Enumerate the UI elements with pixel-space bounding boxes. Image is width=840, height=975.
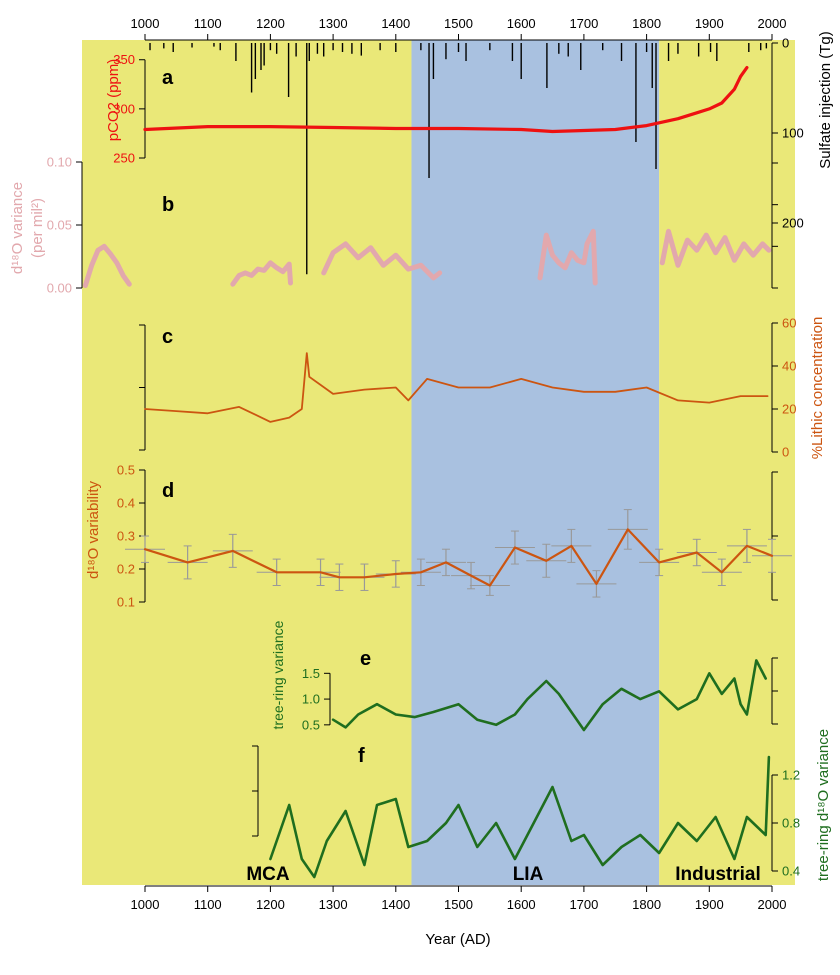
top-tick-label: 1200 bbox=[256, 16, 285, 31]
panel-d: 0.1 0.2 0.3 0.4 0.5 d¹⁸O variability d bbox=[85, 463, 792, 610]
top-tick-label: 1400 bbox=[381, 16, 410, 31]
c-right-axis-title: %Lithic concentration bbox=[809, 317, 826, 460]
period-backgrounds bbox=[82, 40, 795, 885]
top-tick-label: 1800 bbox=[632, 16, 661, 31]
top-tick-label: 1500 bbox=[444, 16, 473, 31]
d18o-variance-segment bbox=[537, 228, 598, 286]
top-tick-label: 1100 bbox=[194, 16, 222, 31]
top-tick-label: 2000 bbox=[758, 16, 787, 31]
top-tick-label: 1600 bbox=[507, 16, 536, 31]
f-right-tick-label: 0.8 bbox=[782, 816, 800, 831]
d-left-tick-label: 0.5 bbox=[117, 463, 135, 478]
b-left-tick-label: 0.05 bbox=[47, 218, 72, 233]
lithic-line bbox=[144, 352, 769, 423]
panel-label-b: b bbox=[162, 194, 174, 216]
panel-f: 0.4 0.8 1.2 tree-ring d¹⁸O variance f bbox=[252, 729, 832, 881]
panel-label-e: e bbox=[360, 648, 371, 670]
panel-label-f: f bbox=[358, 745, 365, 767]
top-tick-label: 1700 bbox=[569, 16, 598, 31]
a-left-axis-title: pCO2 (ppm) bbox=[105, 59, 122, 142]
period-label-lia: LIA bbox=[513, 864, 544, 885]
bottom-tick-label: 1200 bbox=[256, 897, 285, 912]
period-band-mca bbox=[82, 40, 412, 885]
period-band-lia bbox=[411, 40, 660, 885]
bottom-tick-label: 1500 bbox=[444, 897, 473, 912]
d-left-tick-label: 0.2 bbox=[117, 562, 135, 577]
top-tick-label: 1300 bbox=[319, 16, 348, 31]
a-right-tick-label: 200 bbox=[782, 216, 804, 231]
panel-a: 250 300 350 0 100 200 pCO2 (ppm) Sulfate inject… bbox=[105, 31, 834, 275]
c-right-tick-label: 20 bbox=[782, 402, 796, 417]
bottom-tick-label: 1300 bbox=[319, 897, 348, 912]
panel-c: 0 20 40 60 %Lithic concentration c bbox=[139, 316, 826, 460]
bottom-axis: 1000 1100 1200 1300 1400 1500 1600 1700 1800 1900… bbox=[131, 885, 787, 948]
b-left-axis-title: d¹⁸O variance bbox=[9, 182, 26, 274]
f-right-axis-title: tree-ring d¹⁸O variance bbox=[815, 729, 832, 881]
sulfate-spikes bbox=[149, 43, 768, 275]
e-left-tick-label: 0.5 bbox=[302, 717, 320, 732]
c-right-tick-label: 0 bbox=[782, 445, 789, 460]
tree-ring-d18o-line bbox=[269, 755, 771, 879]
d-left-tick-label: 0.3 bbox=[117, 529, 135, 544]
panel-e: 0.5 1.0 1.5 tree-ring variance e bbox=[270, 620, 778, 732]
a-right-axis-title: Sulfate injection (Tg) bbox=[817, 31, 834, 169]
panel-b: 0.00 0.05 0.10 d¹⁸O variance (per mil²) b bbox=[9, 155, 778, 296]
x-axis-title: Year (AD) bbox=[425, 931, 490, 948]
c-right-tick-label: 40 bbox=[782, 359, 796, 374]
pco2-line bbox=[143, 65, 749, 134]
e-left-tick-label: 1.0 bbox=[302, 692, 320, 707]
c-right-tick-label: 60 bbox=[782, 316, 796, 331]
bottom-tick-label: 1100 bbox=[194, 897, 222, 912]
period-label-industrial: Industrial bbox=[675, 864, 761, 885]
bottom-tick-label: 1800 bbox=[632, 897, 661, 912]
bottom-tick-label: 1600 bbox=[507, 897, 536, 912]
bottom-tick-label: 1700 bbox=[569, 897, 598, 912]
top-axis: 1000 1100 1200 1300 1400 1500 1600 1700 1800 1900… bbox=[131, 16, 787, 41]
f-right-tick-label: 0.4 bbox=[782, 864, 800, 879]
a-left-tick-label: 350 bbox=[113, 52, 135, 67]
f-right-tick-label: 1.2 bbox=[782, 768, 800, 783]
d-left-tick-label: 0.4 bbox=[117, 496, 135, 511]
b-left-tick-label: 0.00 bbox=[47, 281, 72, 296]
a-left-tick-label: 250 bbox=[113, 151, 135, 166]
d-left-axis-title: d¹⁸O variability bbox=[85, 480, 102, 579]
bottom-tick-label: 1000 bbox=[131, 897, 160, 912]
b-left-axis-units: (per mil²) bbox=[29, 198, 46, 258]
period-label-mca: MCA bbox=[246, 864, 290, 885]
a-left-tick-label: 300 bbox=[113, 101, 135, 116]
e-left-axis-title: tree-ring variance bbox=[270, 620, 286, 729]
a-right-tick-label: 100 bbox=[782, 126, 804, 141]
bottom-tick-label: 2000 bbox=[758, 897, 787, 912]
d18o-variance-segment bbox=[659, 228, 772, 268]
top-tick-label: 1000 bbox=[131, 16, 160, 31]
d18o-variance-segment bbox=[82, 243, 132, 288]
panel-label-c: c bbox=[162, 326, 173, 348]
d18o-variance-segment bbox=[321, 241, 443, 281]
top-tick-label: 1900 bbox=[695, 16, 724, 31]
bottom-tick-label: 1400 bbox=[381, 897, 410, 912]
d-left-tick-label: 0.1 bbox=[117, 595, 135, 610]
bottom-tick-label: 1900 bbox=[695, 897, 724, 912]
e-left-tick-label: 1.5 bbox=[302, 666, 320, 681]
d18o-variance-segment bbox=[230, 260, 293, 287]
tree-ring-variance-line bbox=[331, 659, 768, 732]
panel-label-a: a bbox=[162, 67, 174, 89]
a-right-tick-label: 0 bbox=[782, 36, 789, 51]
b-left-tick-label: 0.10 bbox=[47, 155, 72, 170]
period-band-industrial bbox=[659, 40, 795, 885]
panel-label-d: d bbox=[162, 480, 174, 502]
d18o-variability-line bbox=[143, 528, 774, 587]
